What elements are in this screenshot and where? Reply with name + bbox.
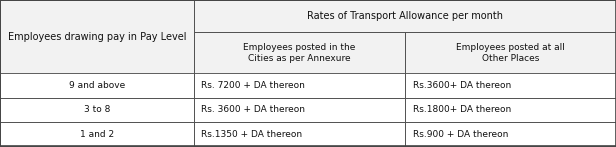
Bar [405, 32, 616, 74]
Bar [194, 32, 405, 74]
Bar [0, 0, 194, 74]
Bar [0, 122, 194, 146]
Bar [405, 122, 616, 146]
Bar [0, 74, 194, 98]
Bar [0, 98, 194, 122]
Text: 1 and 2: 1 and 2 [80, 130, 114, 139]
Text: 3 to 8: 3 to 8 [84, 105, 110, 114]
Text: 9 and above: 9 and above [69, 81, 125, 90]
Text: Rs. 7200 + DA thereon: Rs. 7200 + DA thereon [201, 81, 306, 90]
Text: Rs.1800+ DA thereon: Rs.1800+ DA thereon [413, 105, 511, 114]
Bar [194, 0, 616, 32]
Text: Employees posted in the
Cities as per Annexure: Employees posted in the Cities as per An… [243, 43, 356, 63]
Text: Rates of Transport Allowance per month: Rates of Transport Allowance per month [307, 11, 503, 21]
Bar [405, 98, 616, 122]
Text: Employees drawing pay in Pay Level: Employees drawing pay in Pay Level [8, 32, 186, 42]
Bar [405, 74, 616, 98]
Text: Rs.3600+ DA thereon: Rs.3600+ DA thereon [413, 81, 511, 90]
Text: Employees posted at all
Other Places: Employees posted at all Other Places [456, 43, 565, 63]
Bar [194, 98, 405, 122]
Text: Rs. 3600 + DA thereon: Rs. 3600 + DA thereon [201, 105, 306, 114]
Bar [194, 74, 405, 98]
Text: Rs.900 + DA thereon: Rs.900 + DA thereon [413, 130, 508, 139]
Bar [194, 122, 405, 146]
Text: Rs.1350 + DA thereon: Rs.1350 + DA thereon [201, 130, 302, 139]
